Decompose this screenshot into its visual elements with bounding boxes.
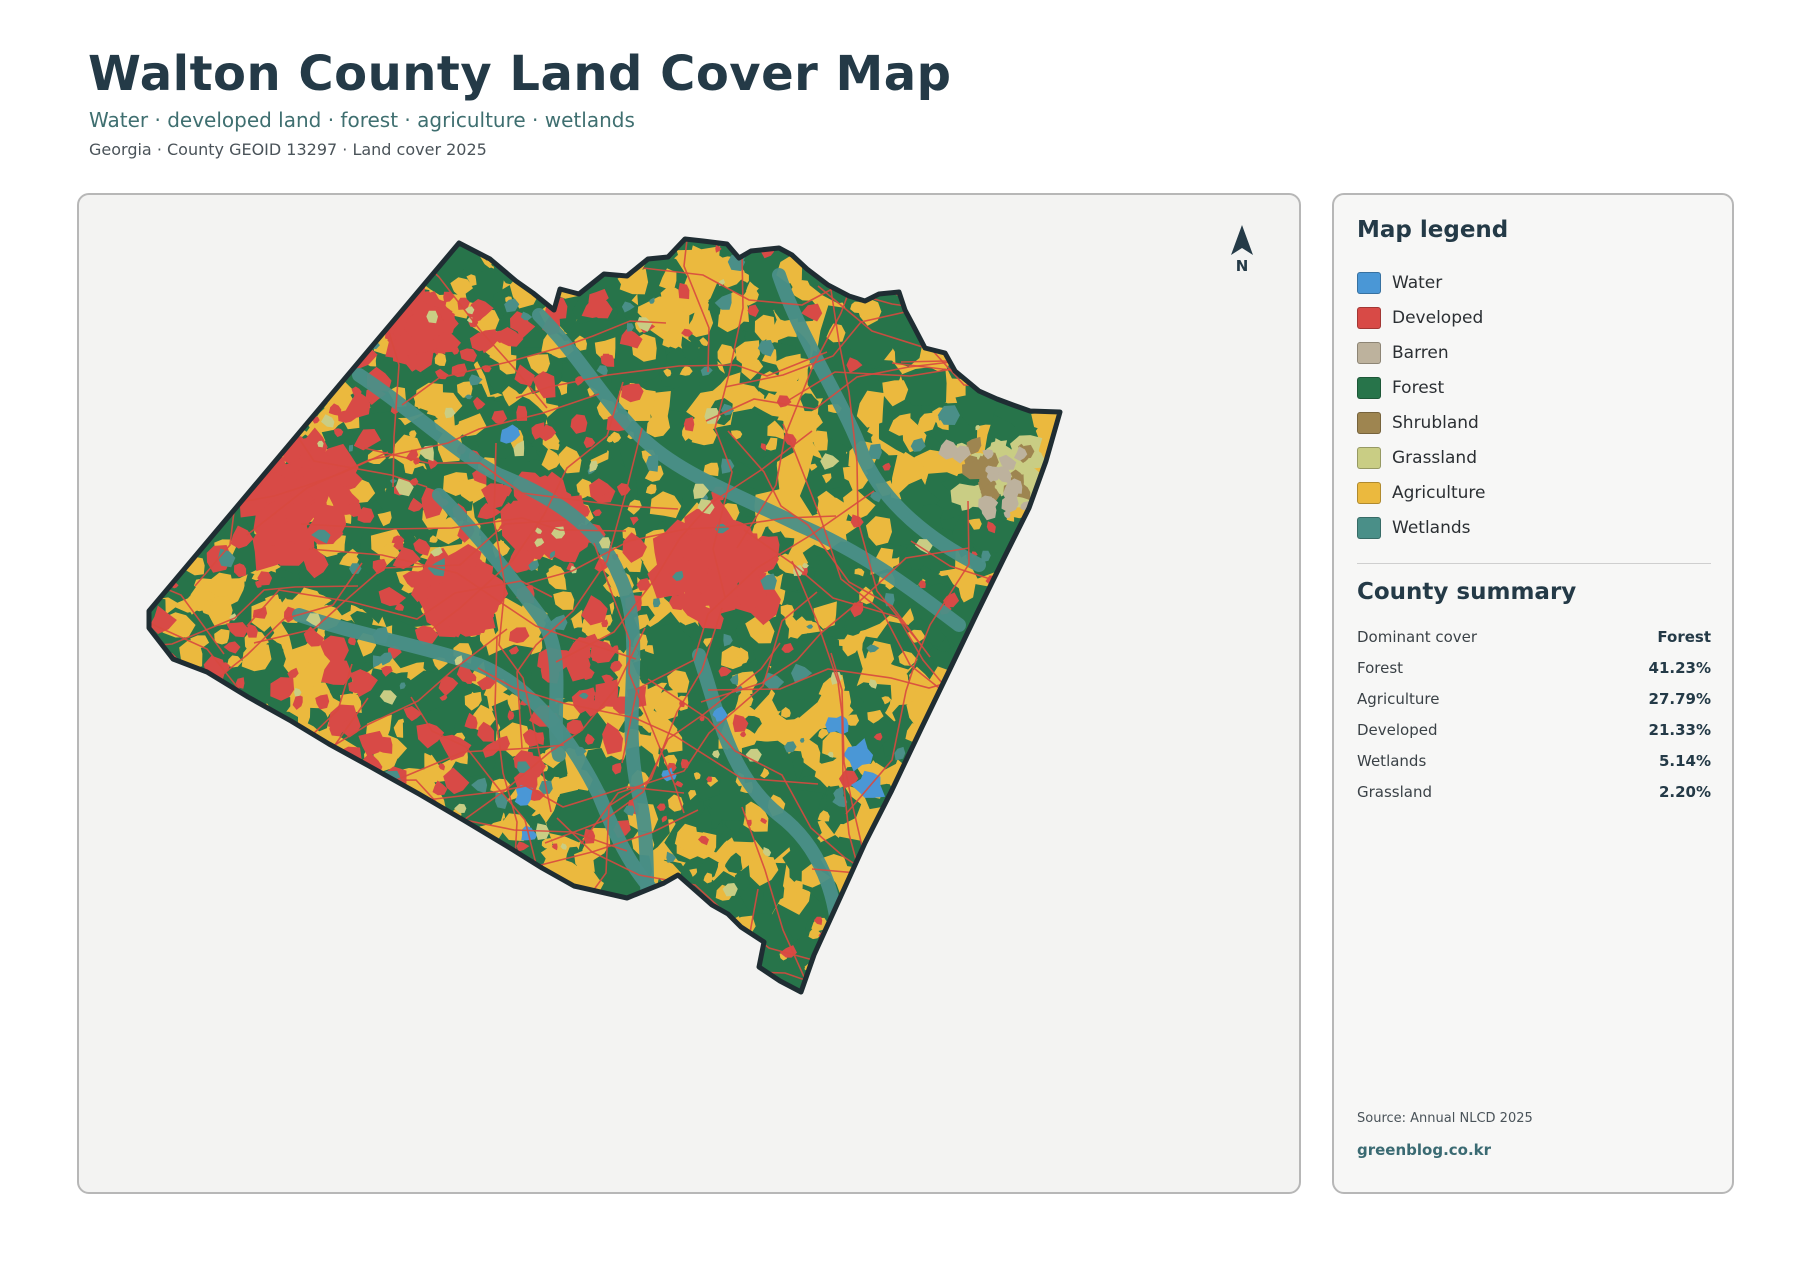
summary-key: Wetlands (1357, 751, 1427, 770)
info-panel: Map legend Water Developed Barren Forest… (1332, 193, 1734, 1194)
legend-label: Forest (1392, 377, 1445, 398)
legend-swatch-developed (1357, 306, 1381, 329)
legend-label: Grassland (1392, 447, 1477, 468)
county-map[interactable] (79, 195, 1299, 1192)
summary-title: County summary (1357, 579, 1577, 605)
summary-row: Grassland 2.20% (1357, 776, 1711, 807)
page-title: Walton County Land Cover Map (88, 46, 952, 102)
summary-key: Agriculture (1357, 689, 1440, 708)
summary-row: Forest 41.23% (1357, 652, 1711, 683)
legend-item-barren: Barren (1357, 335, 1486, 370)
legend-swatch-grassland (1357, 446, 1381, 469)
summary-value: 2.20% (1658, 782, 1711, 801)
panel-divider (1357, 563, 1711, 564)
summary-value: 21.33% (1648, 720, 1711, 739)
legend-swatch-water (1357, 271, 1381, 294)
legend-label: Shrubland (1392, 412, 1479, 433)
legend-label: Water (1392, 272, 1443, 293)
source-note: Source: Annual NLCD 2025 (1357, 1111, 1533, 1126)
legend-swatch-barren (1357, 341, 1381, 364)
summary-key: Grassland (1357, 782, 1432, 801)
legend-swatch-wetlands (1357, 516, 1381, 539)
summary-row: Agriculture 27.79% (1357, 683, 1711, 714)
summary-value: 27.79% (1648, 689, 1711, 708)
summary-key: Forest (1357, 658, 1404, 677)
legend-label: Agriculture (1392, 482, 1486, 503)
land-cover-layer (149, 239, 1060, 992)
summary-value: 5.14% (1658, 751, 1711, 770)
page-meta: Georgia · County GEOID 13297 · Land cove… (89, 140, 487, 159)
legend-title: Map legend (1357, 217, 1509, 243)
summary-row: Dominant cover Forest (1357, 621, 1711, 652)
legend-swatch-shrubland (1357, 411, 1381, 434)
north-arrow-icon (1231, 225, 1253, 255)
summary-row: Wetlands 5.14% (1357, 745, 1711, 776)
summary-row: Developed 21.33% (1357, 714, 1711, 745)
legend-swatch-forest (1357, 376, 1381, 399)
map-panel[interactable]: N (77, 193, 1301, 1194)
legend-label: Developed (1392, 307, 1484, 328)
legend-swatch-agriculture (1357, 481, 1381, 504)
legend-list: Water Developed Barren Forest Shrubland … (1357, 265, 1486, 545)
legend-item-grassland: Grassland (1357, 440, 1486, 475)
summary-value: Forest (1657, 627, 1711, 646)
county-border (146, 236, 1063, 995)
brand-link[interactable]: greenblog.co.kr (1357, 1141, 1492, 1159)
north-label: N (1235, 257, 1249, 275)
summary-key: Developed (1357, 720, 1438, 739)
legend-item-developed: Developed (1357, 300, 1486, 335)
legend-item-shrubland: Shrubland (1357, 405, 1486, 440)
legend-label: Barren (1392, 342, 1449, 363)
legend-item-water: Water (1357, 265, 1486, 300)
summary-value: 41.23% (1648, 658, 1711, 677)
legend-item-wetlands: Wetlands (1357, 510, 1486, 545)
legend-label: Wetlands (1392, 517, 1471, 538)
page-subtitle: Water · developed land · forest · agricu… (89, 108, 635, 132)
summary-table: Dominant cover Forest Forest 41.23% Agri… (1357, 621, 1711, 807)
legend-item-agriculture: Agriculture (1357, 475, 1486, 510)
summary-key: Dominant cover (1357, 627, 1478, 646)
legend-item-forest: Forest (1357, 370, 1486, 405)
